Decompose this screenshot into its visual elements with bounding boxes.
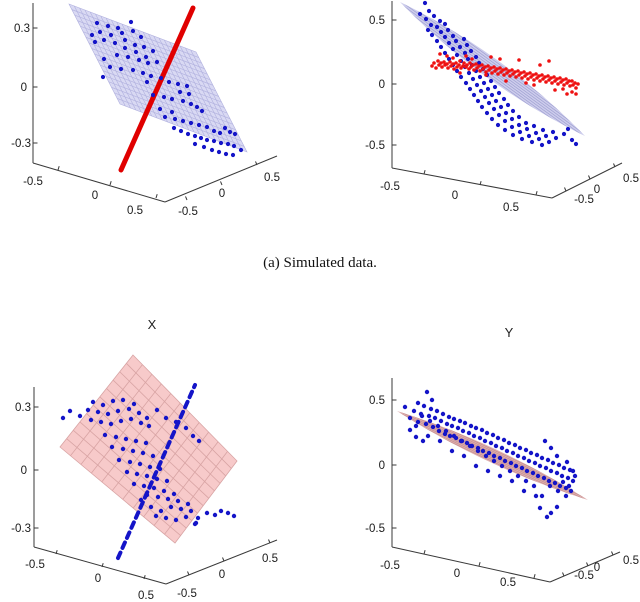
tick-label: 0 bbox=[21, 82, 27, 94]
tick-label: 0.5 bbox=[138, 590, 154, 602]
tick-label: 0 bbox=[594, 184, 600, 196]
axis-tick bbox=[562, 572, 565, 577]
figure-caption: (a) Simulated data. bbox=[263, 255, 377, 271]
axis-tick-labels: 0.50-0.5-0.500.5-0.500.5 bbox=[365, 395, 639, 589]
axis-tick bbox=[155, 194, 158, 199]
tick-label: 0 bbox=[92, 190, 98, 202]
axis-tick bbox=[535, 191, 538, 196]
plane-surface bbox=[68, 3, 248, 153]
axis-tick bbox=[478, 562, 481, 567]
axis-tick bbox=[143, 575, 146, 580]
axis-tick-labels: 0.3 0 -0.3 -0.5 0 0.5 -0.5 0 0.5 bbox=[11, 23, 280, 218]
axis-tick bbox=[222, 557, 225, 562]
axis-tick-labels: 0.3 0 -0.3 -0.5 0 0.5 -0.5 0 0.5 bbox=[11, 402, 278, 602]
tick-label: 0.5 bbox=[623, 555, 639, 567]
tick-label: 0.5 bbox=[262, 553, 278, 565]
plot-canvas-sim-left: 0.3 0 -0.3 -0.5 0 0.5 -0.5 0 0.5 bbox=[11, 3, 280, 218]
tick-label: -0.3 bbox=[11, 138, 31, 150]
red-line bbox=[118, 5, 196, 173]
tick-label: -0.5 bbox=[380, 560, 400, 572]
tick-label: 0 bbox=[452, 190, 458, 202]
tick-label: -0.5 bbox=[178, 206, 198, 218]
plane-mesh bbox=[71, 5, 245, 151]
panel-simulated-3d-right: 0.5 0 -0.5 -0.5 0 0.5 -0.5 0 0.5 bbox=[320, 0, 640, 230]
axis-tick bbox=[588, 175, 591, 180]
axes-3d-box bbox=[33, 387, 278, 585]
axis-tick bbox=[55, 550, 58, 555]
panel-title-x: X bbox=[147, 317, 157, 332]
tick-label: -0.5 bbox=[365, 140, 385, 152]
plane-surface bbox=[59, 354, 238, 544]
panel-title-y: Y bbox=[504, 325, 514, 340]
tick-label: 0.3 bbox=[14, 23, 30, 35]
axes-3d-box bbox=[391, 1, 623, 199]
tick-label: 0.5 bbox=[623, 173, 639, 185]
tick-label: -0.3 bbox=[11, 523, 31, 535]
panel-simulated-3d-left: 0.3 0 -0.3 -0.5 0 0.5 -0.5 0 0.5 bbox=[0, 0, 320, 230]
tick-label: 0.3 bbox=[15, 402, 31, 414]
scatter-blue-points bbox=[60, 397, 237, 527]
scatter-red-points bbox=[430, 52, 580, 96]
tick-label: -0.5 bbox=[25, 559, 45, 571]
axis-tick bbox=[185, 196, 188, 201]
tick-label: -0.5 bbox=[574, 570, 594, 582]
panel-latent-x: X 0.3 0 -0.3 -0.5 0 0.5 -0.5 0 0.5 bbox=[0, 310, 320, 602]
axis-tick bbox=[613, 163, 616, 168]
scatter-blue-points bbox=[402, 389, 578, 520]
axis-tick bbox=[586, 562, 589, 567]
tick-label: 0.5 bbox=[264, 172, 280, 184]
tick-label: 0 bbox=[379, 79, 385, 91]
scatter-blue-points bbox=[89, 19, 244, 158]
tick-label: 0 bbox=[219, 188, 225, 200]
tick-label: 0.5 bbox=[503, 202, 519, 214]
tick-label: 0 bbox=[454, 568, 460, 580]
axes-3d-box bbox=[391, 378, 621, 583]
axis-tick bbox=[109, 181, 112, 186]
panel-latent-y: Y 0.5 0 -0.5 -0.5 0 0.5 -0.5 0 0.5 bbox=[320, 310, 640, 602]
plane-mesh bbox=[66, 363, 232, 536]
plot-canvas-latent-y: 0.50-0.5-0.500.5-0.500.5 bbox=[365, 378, 639, 589]
tick-label: -0.5 bbox=[380, 181, 400, 193]
tick-label: 0 bbox=[95, 573, 101, 585]
plot-canvas-latent-x: 0.3 0 -0.3 -0.5 0 0.5 -0.5 0 0.5 bbox=[11, 354, 278, 602]
tick-label: 0.5 bbox=[127, 205, 143, 217]
axis-tick bbox=[533, 574, 536, 579]
tick-label: -0.5 bbox=[365, 523, 385, 535]
axis-tick bbox=[423, 170, 426, 175]
axes-3d-box bbox=[32, 3, 278, 203]
axis-tick bbox=[564, 187, 567, 192]
tick-label: 0 bbox=[219, 569, 225, 581]
plot-canvas-sim-right: 0.50-0.5-0.500.5-0.500.5 bbox=[365, 0, 639, 214]
tick-label: -0.5 bbox=[574, 194, 594, 206]
tick-label: 0.5 bbox=[369, 395, 385, 407]
tick-label: -0.5 bbox=[23, 176, 43, 188]
tick-label: 0 bbox=[379, 460, 385, 472]
axis-tick bbox=[479, 181, 482, 186]
axis-tick-labels: 0.50-0.5-0.500.5-0.500.5 bbox=[365, 15, 639, 214]
tick-label: 0 bbox=[21, 465, 27, 477]
tick-label: 0.5 bbox=[500, 577, 516, 589]
blue-dashed-line bbox=[116, 383, 197, 560]
axis-tick bbox=[57, 166, 60, 171]
axis-tick bbox=[220, 181, 223, 186]
axis-tick bbox=[268, 539, 271, 544]
axis-tick bbox=[255, 161, 258, 166]
axis-tick bbox=[423, 550, 426, 555]
axis-tick bbox=[187, 571, 190, 576]
tick-label: 0 bbox=[594, 562, 600, 574]
axis-tick bbox=[101, 563, 104, 568]
axis-tick bbox=[611, 551, 614, 556]
tick-label: -0.5 bbox=[177, 588, 197, 600]
tick-label: 0.5 bbox=[369, 15, 385, 27]
